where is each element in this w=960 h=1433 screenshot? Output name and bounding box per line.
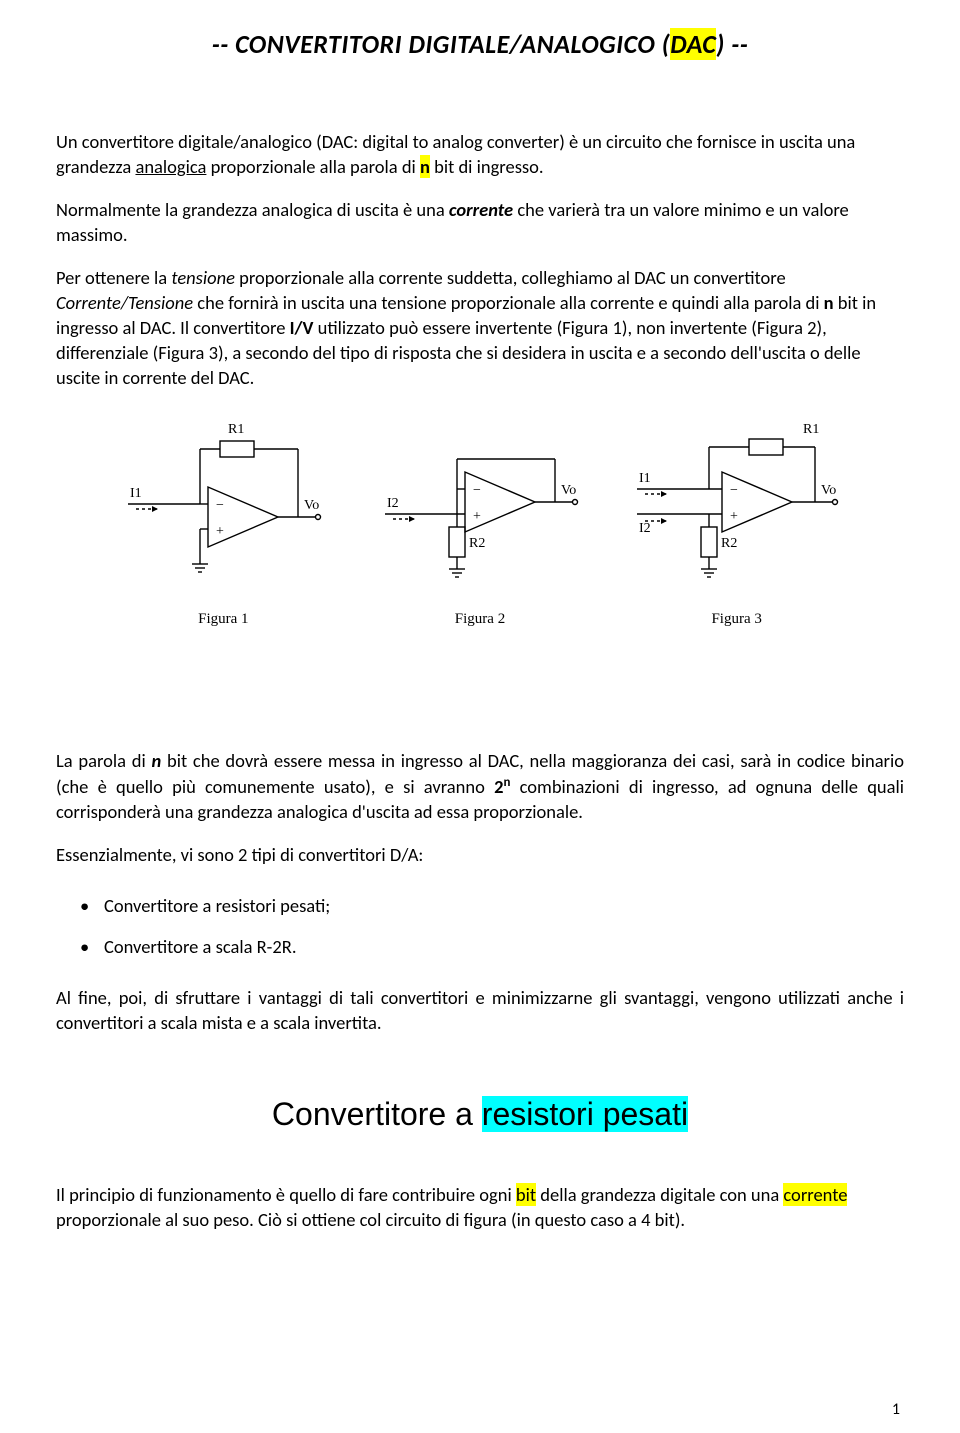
page-number: 1 (892, 1400, 900, 1419)
italic-corrente-tensione: Corrente/Tensione (56, 291, 193, 314)
figures-row: R1 I1 − + (100, 409, 860, 709)
bold-italic-corrente: corrente (449, 198, 513, 221)
circuit-differential: R1 − + I1 I2 (617, 409, 857, 589)
title-prefix: -- CONVERTITORI DIGITALE/ANALOGICO ( (212, 28, 670, 60)
label-i2: I2 (387, 496, 399, 511)
title-highlight: DAC (670, 28, 716, 60)
list-item: Convertitore a scala R-2R. (56, 927, 904, 968)
section-title-resistori-pesati: Convertitore a resistori pesati (56, 1096, 904, 1133)
list-item: Convertitore a resistori pesati; (56, 886, 904, 927)
svg-text:+: + (730, 509, 738, 524)
paragraph-7: Il principio di funzionamento è quello d… (56, 1183, 904, 1233)
svg-text:−: − (473, 483, 481, 498)
svg-text:−: − (730, 483, 738, 498)
highlight-bit: bit (516, 1183, 536, 1206)
svg-text:+: + (216, 524, 224, 539)
paragraph-5: Essenzialmente, vi sono 2 tipi di conver… (56, 843, 904, 868)
paragraph-6: Al fine, poi, di sfruttare i vantaggi di… (56, 986, 904, 1036)
title-suffix: ) -- (716, 28, 748, 60)
paragraph-3: Per ottenere la tensione proporzionale a… (56, 266, 904, 391)
underline-analogica: analogica (135, 155, 206, 178)
svg-text:−: − (216, 498, 224, 513)
paragraph-4: La parola di n bit che dovrà essere mess… (56, 749, 904, 825)
label-i1: I1 (130, 486, 142, 501)
label-vo-3: Vo (821, 483, 836, 498)
label-r2-3: R2 (721, 536, 737, 551)
page: -- CONVERTITORI DIGITALE/ANALOGICO (DAC)… (0, 0, 960, 1433)
paragraph-2: Normalmente la grandezza analogica di us… (56, 198, 904, 248)
highlight-n-bit: n (420, 155, 430, 178)
figure-3-caption: Figura 3 (711, 611, 761, 628)
page-title: -- CONVERTITORI DIGITALE/ANALOGICO (DAC)… (56, 28, 904, 60)
italic-tensione: tensione (171, 266, 235, 289)
circuit-noninverting: − + R2 (365, 409, 595, 589)
paragraph-1: Un convertitore digitale/analogico (DAC:… (56, 130, 904, 180)
figure-2-caption: Figura 2 (455, 611, 505, 628)
figure-1-caption: Figura 1 (198, 611, 248, 628)
label-i1-3: I1 (639, 471, 651, 486)
label-vo: Vo (304, 498, 319, 513)
label-i2-3: I2 (639, 521, 651, 536)
label-r2: R2 (469, 536, 485, 551)
label-r1: R1 (228, 422, 244, 437)
figure-3: R1 − + I1 I2 (613, 409, 860, 628)
figure-1: R1 I1 − + (100, 409, 347, 628)
label-vo-2: Vo (561, 483, 576, 498)
svg-text:+: + (473, 509, 481, 524)
circuit-inverting: R1 I1 − + (108, 409, 338, 589)
label-r1-3: R1 (803, 422, 819, 437)
highlight-corrente: corrente (783, 1183, 847, 1206)
converter-types-list: Convertitore a resistori pesati; Convert… (56, 886, 904, 968)
figure-2: − + R2 (357, 409, 604, 628)
highlight-resistori-pesati: resistori pesati (482, 1096, 688, 1132)
